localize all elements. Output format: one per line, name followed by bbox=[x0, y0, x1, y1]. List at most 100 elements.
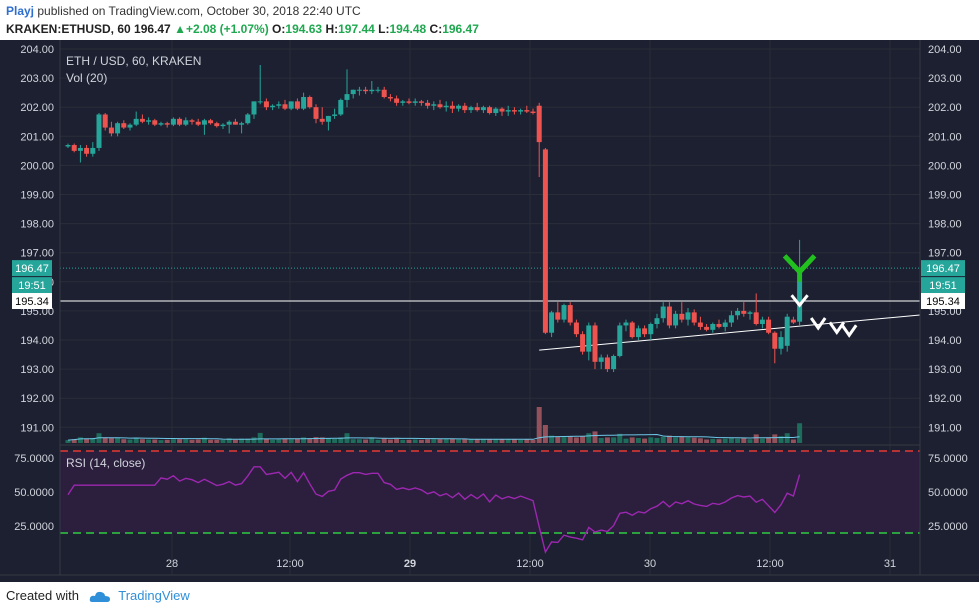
candle-body bbox=[115, 123, 121, 134]
close-label: C: bbox=[429, 22, 443, 36]
volume-bar bbox=[431, 439, 437, 443]
candle-body bbox=[418, 101, 424, 103]
line-tag-right: 195.34 bbox=[926, 296, 960, 308]
price-tick-left: 199.00 bbox=[20, 190, 54, 202]
author-name[interactable]: Playj bbox=[6, 4, 35, 18]
current-price: 196.47 bbox=[134, 22, 171, 36]
last-price-tag-left: 196.47 bbox=[15, 263, 49, 275]
volume-bar bbox=[679, 436, 685, 443]
candle-body bbox=[332, 114, 338, 116]
price-tick-left: 201.00 bbox=[20, 131, 54, 143]
volume-bar bbox=[195, 439, 201, 443]
candle-body bbox=[344, 94, 350, 100]
volume-bar bbox=[784, 433, 790, 443]
volume-bar bbox=[567, 436, 573, 443]
volume-bar bbox=[474, 439, 480, 443]
volume-bar bbox=[412, 439, 418, 443]
volume-bar bbox=[462, 438, 468, 443]
sell-arrow-icon bbox=[828, 321, 846, 335]
volume-bar bbox=[146, 439, 152, 443]
candle-body bbox=[226, 121, 232, 125]
price-chart[interactable]: ETH / USD, 60, KRAKEN Vol (20) RSI (14, … bbox=[0, 40, 979, 582]
volume-bar bbox=[487, 439, 493, 443]
volume-bar bbox=[586, 433, 592, 443]
volume-bar bbox=[387, 439, 393, 443]
candle-body bbox=[728, 315, 734, 323]
volume-bar bbox=[573, 437, 579, 443]
price-tick-left: 193.00 bbox=[20, 364, 54, 376]
volume-bar bbox=[214, 439, 220, 443]
volume-bar bbox=[797, 423, 803, 443]
candle-body bbox=[456, 105, 462, 109]
time-tick: 12:00 bbox=[276, 558, 304, 570]
time-tick: 31 bbox=[884, 558, 896, 570]
time-tick: 12:00 bbox=[516, 558, 544, 570]
candle-body bbox=[375, 89, 381, 91]
candle-body bbox=[617, 325, 623, 357]
volume-bar bbox=[685, 437, 691, 443]
price-tick-left: 203.00 bbox=[20, 73, 54, 85]
volume-bar bbox=[691, 437, 697, 443]
candle-body bbox=[301, 97, 307, 109]
volume-bar bbox=[363, 439, 369, 443]
candle-body bbox=[505, 110, 511, 112]
tradingview-brand[interactable]: TradingView bbox=[118, 588, 190, 603]
open-label: O: bbox=[272, 22, 286, 36]
volume-bar bbox=[183, 439, 189, 443]
rsi-tick-right: 50.0000 bbox=[928, 487, 968, 499]
candle-body bbox=[313, 107, 319, 119]
countdown-tag-left-bg bbox=[12, 277, 52, 294]
high-value: 197.44 bbox=[338, 22, 375, 36]
candle-body bbox=[325, 115, 331, 122]
volume-bars bbox=[65, 407, 803, 443]
candle-body bbox=[239, 123, 245, 125]
countdown-tag-left: 19:51 bbox=[18, 280, 46, 292]
created-with-label: Created with bbox=[6, 588, 79, 603]
volume-bar bbox=[257, 432, 263, 443]
candle-body bbox=[425, 102, 431, 106]
rsi-tick-left: 75.0000 bbox=[14, 453, 54, 465]
price-tick-right: 194.00 bbox=[928, 335, 962, 347]
published-text: published on TradingView.com, October 30… bbox=[37, 4, 361, 18]
volume-bar bbox=[133, 438, 139, 443]
price-tick-right: 193.00 bbox=[928, 364, 962, 376]
candle-body bbox=[759, 319, 765, 324]
volume-bar bbox=[766, 437, 772, 443]
candle-body bbox=[642, 328, 648, 335]
price-axis[interactable]: 204.00 204.00 203.00 203.00 202.00 202.00 201.… bbox=[20, 44, 961, 434]
signal-markers bbox=[782, 254, 858, 338]
candle-body bbox=[790, 319, 796, 323]
volume-bar bbox=[629, 437, 635, 443]
price-tick-right: 203.00 bbox=[928, 73, 962, 85]
time-axis[interactable]: 28 12:00 29 12:00 30 12:00 31 bbox=[166, 558, 896, 570]
rsi-axis[interactable]: 75.0000 75.0000 50.0000 50.0000 25.0000 25.00… bbox=[14, 453, 968, 533]
candle-body bbox=[784, 316, 790, 346]
high-label: H: bbox=[325, 22, 339, 36]
volume-bar bbox=[115, 438, 121, 443]
candle-body bbox=[437, 104, 443, 108]
volume-bar bbox=[673, 437, 679, 443]
volume-bar bbox=[251, 437, 257, 443]
candle-body bbox=[741, 310, 747, 314]
candle-body bbox=[778, 337, 784, 349]
candle-body bbox=[797, 268, 803, 322]
candle-body bbox=[276, 104, 282, 106]
volume-bar bbox=[164, 439, 170, 443]
main-legend: ETH / USD, 60, KRAKEN bbox=[66, 54, 201, 68]
volume-bar bbox=[735, 438, 741, 443]
volume-bar bbox=[381, 438, 387, 443]
candle-body bbox=[338, 99, 344, 115]
candle-body bbox=[648, 323, 654, 335]
candle-body bbox=[77, 147, 83, 151]
rsi-band bbox=[60, 451, 920, 533]
volume-bar bbox=[598, 438, 604, 443]
trend-line[interactable] bbox=[539, 314, 921, 351]
rsi-legend: RSI (14, close) bbox=[66, 456, 145, 470]
volume-bar bbox=[71, 439, 77, 443]
volume-bar bbox=[294, 438, 300, 443]
candle-body bbox=[133, 118, 139, 125]
volume-bar bbox=[741, 438, 747, 443]
volume-bar bbox=[549, 435, 555, 443]
volume-bar bbox=[108, 438, 114, 443]
volume-bar bbox=[728, 437, 734, 443]
